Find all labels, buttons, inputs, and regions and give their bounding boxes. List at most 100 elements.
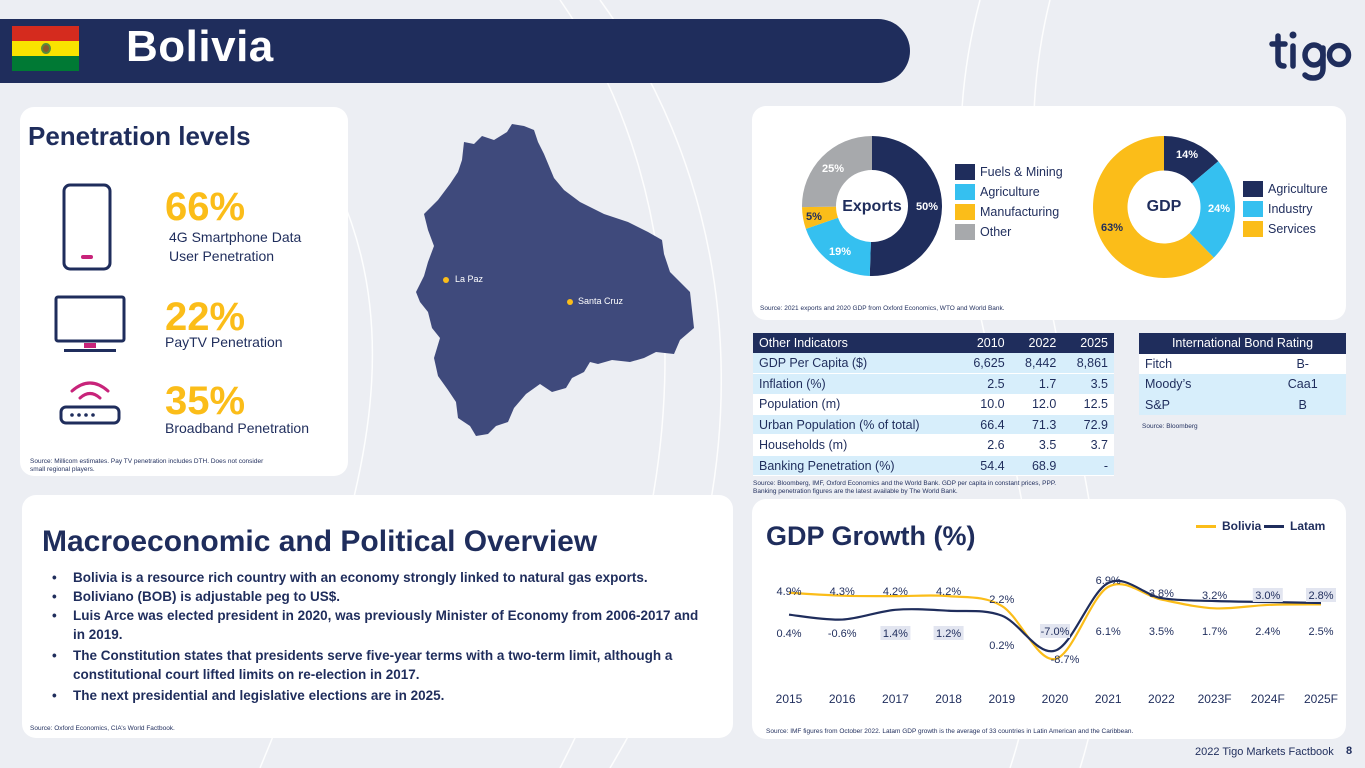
table-cell: 8,861: [1062, 353, 1114, 375]
penetration-label-4g: 4G Smartphone Data User Penetration: [169, 229, 302, 264]
data-label-latam: 1.4%: [883, 628, 908, 640]
table-cell: Banking Penetration (%): [753, 455, 959, 477]
data-label-latam: 0.4%: [776, 628, 801, 640]
gdp-legend-industry: Industry: [1243, 201, 1312, 217]
x-tick-label: 2021: [1095, 692, 1122, 706]
exports-slice-0: [869, 136, 942, 276]
table-cell: 54.4: [958, 455, 1011, 477]
data-label-bolivia: 4.2%: [936, 586, 961, 598]
la-paz-label: La Paz: [455, 274, 484, 284]
table-header-cell: 2022: [1010, 333, 1063, 354]
penetration-value-broadband: 35%: [165, 379, 246, 423]
table-cell: GDP Per Capita ($): [753, 353, 959, 375]
table-header-row: Other Indicators 2010 2022 2025: [753, 333, 1114, 354]
table-cell: 6,625: [958, 353, 1011, 375]
x-tick-label: 2020: [1042, 692, 1069, 706]
macro-source: Source: Oxford Economics, CIA’s World Fa…: [30, 725, 175, 732]
data-label-latam-bg: [880, 626, 911, 640]
exports-label-manufacturing: 5%: [806, 211, 822, 223]
table-cell: 10.0: [958, 394, 1011, 416]
table-cell: Households (m): [753, 434, 959, 456]
penetration-card: Penetration levels 66% 4G Smartphone Dat…: [20, 107, 348, 476]
header-bar: [0, 19, 910, 83]
table-row: Fitch B-: [1139, 353, 1346, 375]
table-row: S&P B: [1139, 394, 1346, 416]
table-cell: 1.7: [1010, 373, 1063, 395]
table-cell: Moody’s: [1139, 374, 1260, 395]
table-header-cell: International Bond Rating: [1139, 333, 1346, 354]
x-tick-label: 2025F: [1304, 692, 1338, 706]
table-row: Moody’s Caa1: [1139, 374, 1346, 395]
table-cell: 72.9: [1062, 414, 1114, 436]
exports-legend-fuels: Fuels & Mining: [955, 164, 1063, 180]
gdp-label-industry: 24%: [1208, 203, 1231, 215]
data-label-bolivia: 1.7%: [1202, 626, 1227, 638]
footer-text: 2022 Tigo Markets Factbook: [1195, 746, 1334, 758]
exports-donut: [802, 136, 942, 276]
series-line-latam: [788, 579, 1322, 653]
table-cell: Caa1: [1259, 374, 1346, 395]
data-label-latam: 2.8%: [1308, 590, 1333, 602]
table-cell: B-: [1259, 353, 1346, 375]
data-label-latam-bg: [1306, 588, 1336, 602]
data-label-latam: 3.0%: [1255, 590, 1280, 602]
gdp-composition-donut: [1093, 136, 1235, 278]
table-cell: Fitch: [1139, 353, 1260, 375]
table-header-row: International Bond Rating: [1139, 333, 1346, 354]
la-paz-dot: [443, 277, 449, 283]
table-cell: Urban Population (% of total): [753, 414, 959, 436]
list-item: Luis Arce was elected president in 2020,…: [52, 607, 712, 644]
exports-label-fuels: 50%: [916, 201, 939, 213]
table-cell: Population (m): [753, 394, 959, 416]
tigo-logo: [1269, 31, 1352, 81]
exports-legend-other: Other: [955, 224, 1011, 240]
x-tick-label: 2022: [1148, 692, 1175, 706]
x-tick-label: 2016: [829, 692, 856, 706]
data-label-bolivia: 2.2%: [989, 594, 1014, 606]
data-label-latam: -7.0%: [1041, 626, 1070, 638]
data-label-bolivia: 2.4%: [1255, 626, 1280, 638]
donut-card: Exports 50% 19% 5% 25% Fuels & Mining Ag…: [752, 106, 1346, 320]
data-label-bolivia: 2.5%: [1308, 626, 1333, 638]
gdp-slice-0: [1164, 136, 1219, 184]
data-label-bolivia: 4.3%: [830, 586, 855, 598]
data-label-bolivia: 6.1%: [1096, 626, 1121, 638]
exports-slice-1: [805, 217, 871, 276]
gdp-growth-title: GDP Growth (%): [766, 521, 976, 551]
data-label-latam-bg: [1040, 624, 1070, 638]
table-cell: 66.4: [958, 414, 1011, 436]
data-label-latam: 3.2%: [1202, 590, 1227, 602]
table-header-cell: Other Indicators: [753, 333, 959, 354]
exports-slice-3: [802, 136, 872, 208]
table-cell: 8,442: [1010, 353, 1063, 375]
table-cell: S&P: [1139, 394, 1260, 416]
page-number: 8: [1346, 745, 1353, 757]
x-tick-label: 2018: [935, 692, 962, 706]
gdp-growth-chart: 2015 2016 2017 2018 2019 2020 2021 2022 2023F 202…: [776, 575, 1338, 706]
data-label-latam: 1.2%: [936, 628, 961, 640]
router-icon: [59, 381, 121, 425]
page-title: Bolivia: [126, 22, 274, 71]
x-tick-label: 2023F: [1198, 692, 1232, 706]
table-cell: B: [1259, 394, 1346, 416]
table-cell: 3.5: [1010, 434, 1063, 456]
data-label-latam-bg: [933, 626, 964, 640]
exports-label-other: 25%: [822, 163, 845, 175]
table-cell: 68.9: [1010, 455, 1063, 477]
table-cell: 3.7: [1062, 434, 1114, 456]
macro-overview-card: Macroeconomic and Political Overview Bol…: [22, 495, 733, 738]
santa-cruz-dot: [567, 299, 573, 305]
data-label-latam: 3.8%: [1149, 588, 1174, 600]
table-row: Banking Penetration (%) 54.4 68.9-: [753, 455, 1114, 477]
table-header-cell: 2025: [1062, 333, 1114, 354]
gdp-growth-card: 2015 2016 2017 2018 2019 2020 2021 2022 2023F 202…: [752, 499, 1346, 739]
bond-source: Source: Bloomberg: [1142, 423, 1198, 430]
table-cell: 2.6: [958, 434, 1011, 456]
list-item: Boliviano (BOB) is adjustable peg to US$…: [52, 588, 712, 607]
santa-cruz-label: Santa Cruz: [578, 296, 624, 306]
data-label-latam: 0.2%: [989, 640, 1014, 652]
table-row: Households (m) 2.6 3.5 3.7: [753, 434, 1114, 456]
data-label-bolivia: 4.9%: [776, 586, 801, 598]
x-tick-label: 2024F: [1251, 692, 1285, 706]
table-cell: 12.0: [1010, 394, 1063, 416]
